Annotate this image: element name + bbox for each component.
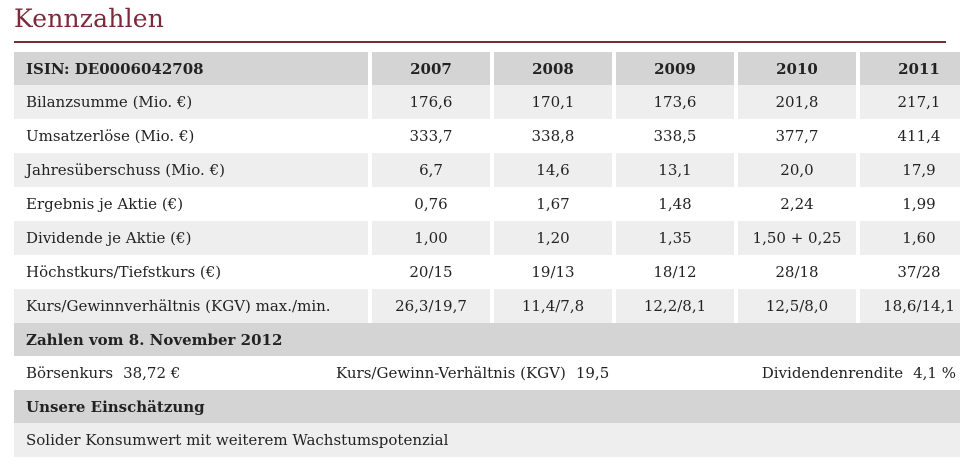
page-title: Kennzahlen [14,4,165,33]
boersenkurs-label: Börsenkurs [26,364,114,382]
table-cell: 20,0 [734,153,856,187]
table-cell: 1,67 [490,187,612,221]
table-cell: 17,9 [856,153,960,187]
row-label: Höchstkurs/Tiefstkurs (€) [14,255,368,289]
einschaetzung-row: Solider Konsumwert mit weiterem Wachstum… [14,423,960,457]
table-cell: 176,6 [368,85,490,119]
table-cell: 333,7 [368,119,490,153]
kgv: Kurs/Gewinn-Verhältnis (KGV) 19,5 [336,356,609,390]
row-label: Ergebnis je Aktie (€) [14,187,368,221]
table-cell: 18/12 [612,255,734,289]
table-cell: 19/13 [490,255,612,289]
zahlen-section-row: Zahlen vom 8. November 2012 [14,323,960,356]
table-cell: 1,48 [612,187,734,221]
table-row: Höchstkurs/Tiefstkurs (€) 20/15 19/13 18… [14,255,960,289]
table-cell: 0,76 [368,187,490,221]
table-body: ISIN: DE0006042708 2007 2008 2009 2010 2… [14,52,960,457]
table-cell: 173,6 [612,85,734,119]
table-row: Bilanzsumme (Mio. €) 176,6 170,1 173,6 2… [14,85,960,119]
table-cell: 1,60 [856,221,960,255]
table-cell: 170,1 [490,85,612,119]
table-cell: 26,3/19,7 [368,289,490,323]
table-row: Kurs/Gewinnverhältnis (KGV) max./min. 26… [14,289,960,323]
table-cell: 338,8 [490,119,612,153]
table-cell: 6,7 [368,153,490,187]
isin-header: ISIN: DE0006042708 [14,52,368,85]
table-header-row: ISIN: DE0006042708 2007 2008 2009 2010 2… [14,52,960,85]
title-divider [14,41,946,43]
dividendenrendite-value: 4,1 % [913,364,956,382]
year-header: 2010 [734,52,856,85]
table-cell: 377,7 [734,119,856,153]
year-header: 2011 [856,52,960,85]
table-cell: 411,4 [856,119,960,153]
row-label: Bilanzsumme (Mio. €) [14,85,368,119]
row-label: Kurs/Gewinnverhältnis (KGV) max./min. [14,289,368,323]
einschaetzung-heading: Unsere Einschätzung [14,390,960,423]
zahlen-values: Börsenkurs 38,72 € Kurs/Gewinn-Verhältnis… [14,356,960,390]
table-row: Umsatzerlöse (Mio. €) 333,7 338,8 338,5 … [14,119,960,153]
row-label: Jahresüberschuss (Mio. €) [14,153,368,187]
einschaetzung-text: Solider Konsumwert mit weiterem Wachstum… [14,423,960,457]
key-figures-table: ISIN: DE0006042708 2007 2008 2009 2010 2… [14,52,960,457]
zahlen-row: Börsenkurs 38,72 € Kurs/Gewinn-Verhältnis… [14,356,960,390]
kgv-label: Kurs/Gewinn-Verhältnis (KGV) [336,364,566,382]
year-header: 2008 [490,52,612,85]
zahlen-cell: Börsenkurs 38,72 € Kurs/Gewinn-Verhältnis… [14,356,960,390]
dividendenrendite-label: Dividendenrendite [761,364,904,382]
dividendenrendite: Dividendenrendite 4,1 % [762,356,956,390]
boersenkurs: Börsenkurs 38,72 € [26,356,180,390]
table-row: Jahresüberschuss (Mio. €) 6,7 14,6 13,1 … [14,153,960,187]
table-cell: 18,6/14,1 [856,289,960,323]
table-cell: 14,6 [490,153,612,187]
table-cell: 13,1 [612,153,734,187]
table-cell: 338,5 [612,119,734,153]
table-cell: 12,2/8,1 [612,289,734,323]
table-cell: 1,20 [490,221,612,255]
kgv-value: 19,5 [575,364,610,382]
table-cell: 217,1 [856,85,960,119]
table-cell: 37/28 [856,255,960,289]
boersenkurs-value: 38,72 € [123,364,181,382]
row-label: Umsatzerlöse (Mio. €) [14,119,368,153]
zahlen-heading: Zahlen vom 8. November 2012 [14,323,960,356]
table-cell: 11,4/7,8 [490,289,612,323]
year-header: 2007 [368,52,490,85]
table-cell: 12,5/8,0 [734,289,856,323]
table-cell: 28/18 [734,255,856,289]
table-cell: 2,24 [734,187,856,221]
table-cell: 1,35 [612,221,734,255]
year-header: 2009 [612,52,734,85]
row-label: Dividende je Aktie (€) [14,221,368,255]
table-cell: 1,00 [368,221,490,255]
table-cell: 1,99 [856,187,960,221]
table-cell: 201,8 [734,85,856,119]
table-row: Dividende je Aktie (€) 1,00 1,20 1,35 1,… [14,221,960,255]
einschaetzung-section-row: Unsere Einschätzung [14,390,960,423]
table-cell: 20/15 [368,255,490,289]
table-row: Ergebnis je Aktie (€) 0,76 1,67 1,48 2,2… [14,187,960,221]
table-cell: 1,50 + 0,25 [734,221,856,255]
